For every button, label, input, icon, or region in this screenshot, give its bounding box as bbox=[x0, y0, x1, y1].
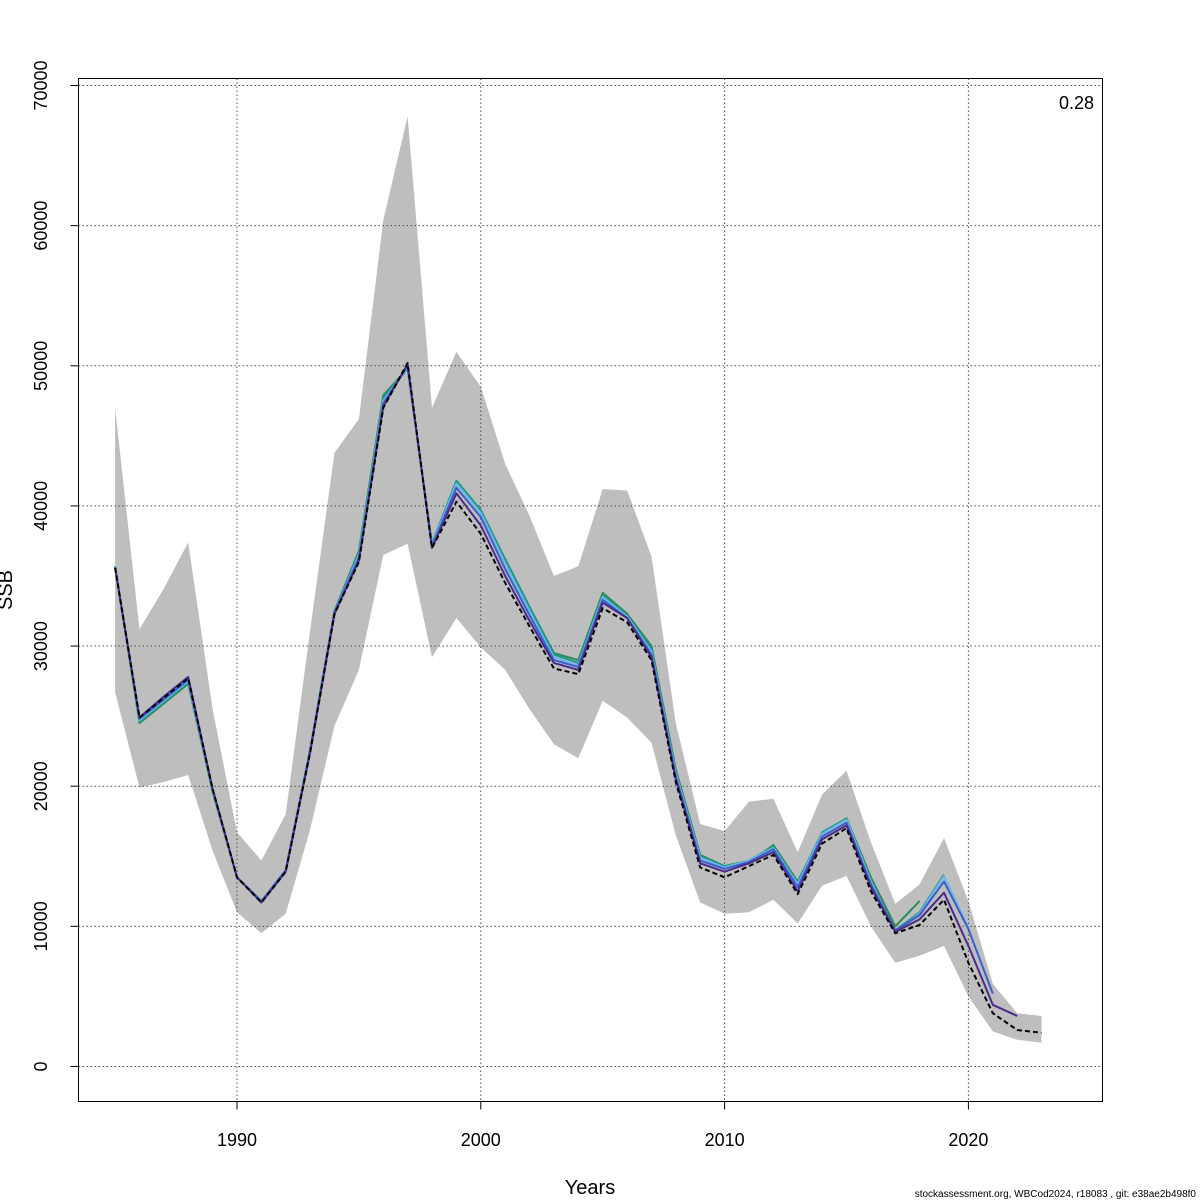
y-tick-label: 60000 bbox=[31, 201, 51, 251]
y-tick-label: 20000 bbox=[31, 761, 51, 811]
axis-layer: 1990 2000 2010 2020 0 10000 20000 30000 40000 500… bbox=[31, 60, 988, 1150]
y-tick-label: 30000 bbox=[31, 621, 51, 671]
y-tick-label: 40000 bbox=[31, 481, 51, 531]
y-tick-label: 0 bbox=[31, 1061, 51, 1071]
y-axis-title: SSB bbox=[0, 570, 17, 610]
x-tick-label: 2020 bbox=[948, 1130, 988, 1150]
confidence-band bbox=[115, 116, 1042, 1043]
x-tick-label: 2010 bbox=[705, 1130, 745, 1150]
footer-credit: stockassessment.org, WBCod2024, r18083 ,… bbox=[915, 1189, 1197, 1200]
y-tick-label: 50000 bbox=[31, 341, 51, 391]
x-tick-label: 2000 bbox=[461, 1130, 501, 1150]
y-tick-label: 10000 bbox=[31, 901, 51, 951]
series-layer bbox=[114, 362, 1042, 1034]
x-axis-title: Years bbox=[565, 1177, 615, 1199]
y-tick-label: 70000 bbox=[31, 60, 51, 110]
series-line-0 bbox=[114, 362, 1042, 1034]
plot-frame bbox=[78, 78, 1103, 1102]
x-tick-label: 1990 bbox=[217, 1130, 257, 1150]
confidence-band-layer bbox=[115, 116, 1042, 1043]
annotation-label: 0.28 bbox=[1059, 93, 1094, 113]
